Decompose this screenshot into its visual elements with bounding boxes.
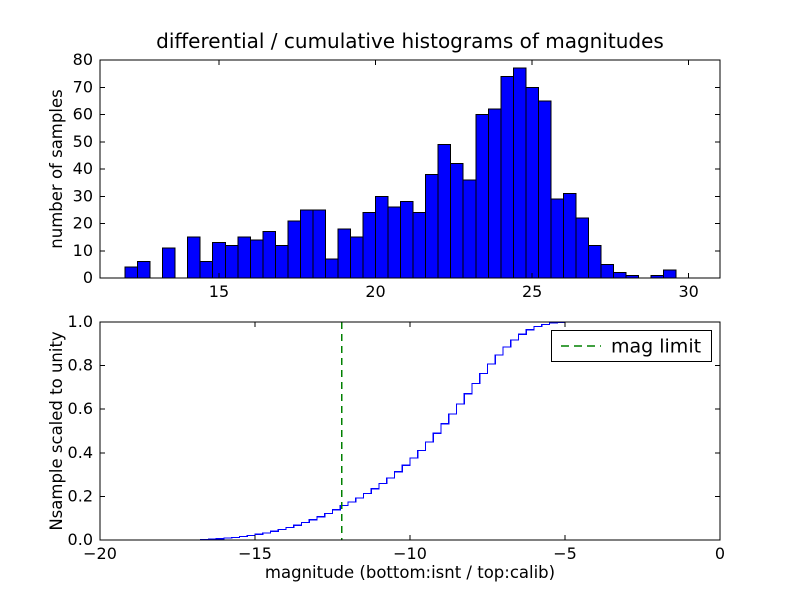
histogram-bar	[387, 206, 402, 279]
y-tick-label: 0.6	[68, 399, 93, 418]
y-tick-label: 0.8	[68, 356, 93, 375]
bottom-y-axis-label: Nsample scaled to unity	[47, 331, 66, 531]
y-tick-label: 0.2	[68, 486, 93, 505]
histogram-bar	[262, 231, 276, 279]
histogram-bar	[212, 242, 226, 279]
y-tick-label: 70	[73, 77, 93, 96]
cumulative-step-line	[193, 321, 566, 541]
plot-layer: 15 20 25 30 0 10 20 30 40 50 60 70 80 −20 −15 −10 −5 0 0.0…	[68, 50, 726, 563]
histogram-bar	[525, 86, 539, 279]
histogram-bar	[613, 272, 627, 279]
histogram-bar	[337, 228, 352, 279]
y-tick-label: 1.0	[68, 312, 93, 331]
x-tick-label: −20	[83, 544, 117, 563]
histogram-bar	[124, 266, 139, 279]
histogram-bar	[299, 209, 314, 279]
y-tick-label: 80	[73, 50, 93, 69]
histogram-bar	[312, 209, 326, 279]
histogram-bar	[375, 195, 389, 279]
histogram-bar	[237, 236, 251, 279]
histogram-bar	[224, 244, 239, 279]
histogram-bar	[199, 261, 214, 279]
legend-label: mag limit	[611, 336, 701, 358]
histogram-bar	[274, 244, 289, 279]
histogram-bar	[487, 108, 502, 279]
histogram-bar	[450, 163, 464, 279]
x-tick-label: −15	[238, 544, 272, 563]
histogram-bar	[362, 212, 377, 279]
histogram-bar	[287, 220, 301, 279]
histogram-bar	[425, 173, 439, 279]
top-y-axis-label: number of samples	[47, 89, 66, 248]
x-axis-label: magnitude (bottom:isnt / top:calib)	[265, 563, 555, 582]
y-tick-label: 40	[73, 159, 93, 178]
x-tick-label: −5	[553, 544, 577, 563]
histogram-bar	[663, 269, 677, 279]
axes-frame	[99, 59, 721, 279]
histogram-bar	[600, 263, 615, 279]
histogram-bar	[400, 201, 414, 279]
histogram-bar	[324, 258, 339, 279]
legend: mag limit	[551, 330, 712, 362]
y-tick-label: 30	[73, 186, 93, 205]
y-tick-label: 0.4	[68, 443, 93, 462]
histogram-bar	[500, 75, 514, 279]
figure-title: differential / cumulative histograms of …	[156, 29, 664, 53]
histogram-bar	[412, 212, 427, 279]
histogram-bar	[137, 261, 151, 279]
histogram-bar	[162, 247, 176, 279]
axes-frame	[99, 321, 721, 541]
histogram-bar	[550, 198, 564, 279]
y-tick-label: 60	[73, 105, 93, 124]
x-tick-label: 15	[209, 282, 229, 301]
x-tick-label: −10	[393, 544, 427, 563]
histogram-bar	[575, 217, 589, 279]
histogram-bar	[187, 236, 201, 279]
histogram-bar	[537, 100, 552, 279]
y-tick-label: 0.0	[68, 530, 93, 549]
y-tick-label: 0	[83, 268, 93, 287]
histogram-bar	[437, 143, 452, 279]
x-tick-label: 0	[715, 544, 725, 563]
histogram-bar	[350, 236, 364, 279]
x-tick-label: 30	[679, 282, 699, 301]
x-tick-label: 20	[365, 282, 385, 301]
histogram-bar	[475, 114, 489, 279]
histogram-bar	[462, 179, 477, 279]
x-tick-label: 25	[522, 282, 542, 301]
histogram-bar	[249, 239, 264, 279]
y-tick-label: 20	[73, 214, 93, 233]
histogram-bar	[587, 244, 602, 279]
histogram-bar	[562, 193, 577, 279]
histogram-bar	[512, 67, 527, 279]
y-tick-label: 50	[73, 132, 93, 151]
y-tick-label: 10	[73, 241, 93, 260]
